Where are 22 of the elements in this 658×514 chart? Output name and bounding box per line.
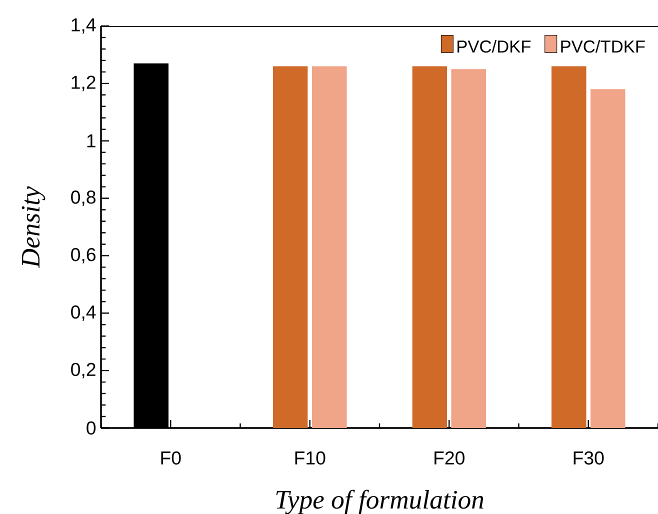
bar — [412, 66, 448, 428]
y-tick-label: 1 — [87, 134, 96, 148]
x-tick-label: F0 — [161, 451, 181, 465]
x-tick-label: F30 — [574, 451, 604, 465]
x-tick-label: F10 — [295, 451, 326, 465]
bar — [272, 66, 308, 428]
bar — [451, 69, 486, 428]
y-tick-label: 0,2 — [71, 362, 96, 378]
y-tick-label: 0,6 — [71, 248, 96, 264]
y-tick-label: 0 — [86, 421, 96, 435]
legend-label: PVC/TDKF — [561, 40, 645, 53]
legend-label: PVC/DKF — [458, 40, 531, 53]
x-axis-title: Type of formulation — [276, 490, 484, 514]
y-tick-label: 0,8 — [71, 190, 96, 206]
y-tick-label: 1,4 — [72, 18, 96, 34]
y-tick-label: 0,4 — [71, 305, 96, 321]
bar — [590, 89, 626, 428]
y-axis-title: Density — [22, 186, 46, 268]
x-tick-label: F20 — [434, 451, 464, 465]
bar — [312, 66, 347, 428]
y-tick-label: 1,2 — [72, 76, 96, 92]
bar — [551, 66, 586, 428]
